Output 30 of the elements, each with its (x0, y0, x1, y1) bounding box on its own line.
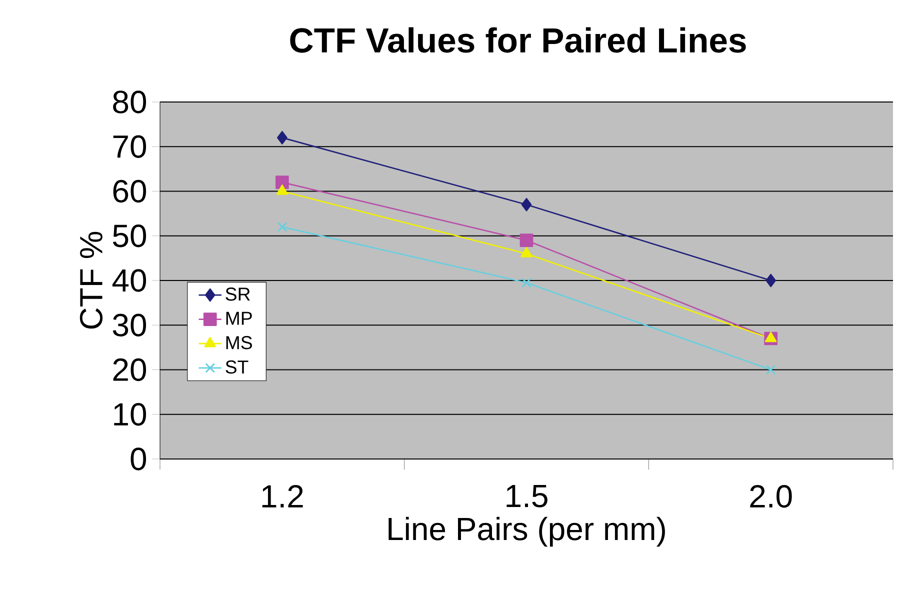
point (766, 364, 776, 375)
x-tick-label: 2.0 (750, 485, 792, 508)
y-tick-label: 10 (114, 403, 146, 426)
x-tick-label: 1.2 (262, 485, 303, 508)
chart-title: CTF Values for Paired Lines (290, 27, 746, 53)
y-tick-label: 0 (130, 448, 146, 470)
point (277, 131, 288, 144)
point (764, 332, 777, 342)
y-tick-label: 30 (112, 314, 146, 336)
legend-label: SR (226, 288, 250, 301)
x-tick-label: 1.5 (506, 485, 548, 508)
point (520, 247, 532, 258)
point (276, 184, 288, 195)
point (277, 222, 287, 232)
y-axis-title: CTF % (80, 232, 103, 329)
y-tick-label: 70 (113, 135, 146, 158)
point (766, 274, 776, 288)
point (522, 278, 532, 288)
y-tick-label: 60 (113, 180, 146, 203)
legend-label: MS (226, 336, 252, 350)
y-tick-label: 50 (112, 224, 146, 248)
y-tick-label: 20 (113, 358, 146, 382)
legend-label: ST (226, 360, 248, 374)
x-axis-title: Line Pairs (per mm) (388, 516, 665, 547)
y-tick-label: 40 (112, 269, 146, 292)
y-tick-label: 80 (113, 90, 146, 114)
point (521, 198, 532, 212)
point (276, 176, 289, 189)
point (520, 234, 534, 247)
legend-label: MP (226, 312, 252, 325)
